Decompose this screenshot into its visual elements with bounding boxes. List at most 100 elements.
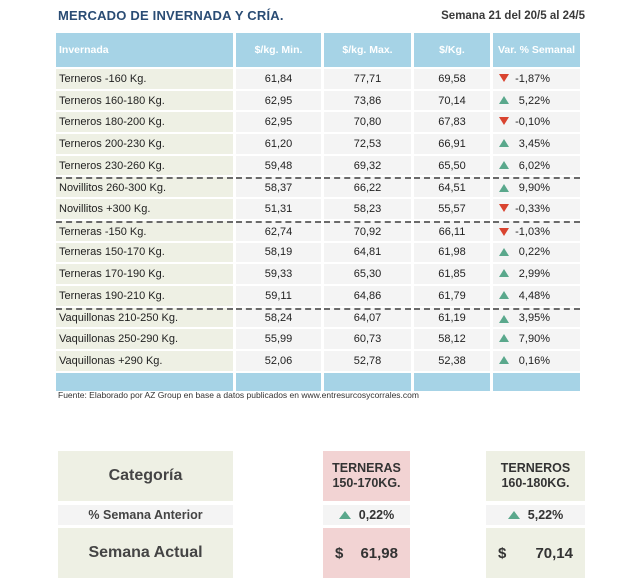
col-header-avg: $/Kg. bbox=[414, 33, 490, 67]
min-cell: 61,84 bbox=[236, 69, 321, 89]
var-cell: 5,22% bbox=[493, 90, 580, 111]
col-header-var: Var. % Semanal bbox=[493, 33, 580, 67]
max-cell: 65,30 bbox=[324, 264, 411, 284]
var-cell: 7,90% bbox=[493, 329, 580, 349]
terneras-header: TERNERAS 150-170KG. bbox=[323, 451, 410, 501]
var-cell: 9,90% bbox=[493, 177, 580, 198]
min-cell: 58,19 bbox=[236, 242, 321, 263]
col-header-category: Invernada bbox=[56, 33, 233, 67]
var-cell: -0,10% bbox=[493, 112, 580, 133]
terneras-actual: $ 61,98 bbox=[323, 528, 410, 578]
report-title: MERCADO DE INVERNADA Y CRÍA. bbox=[58, 8, 284, 23]
avg-cell: 55,57 bbox=[414, 199, 490, 219]
category-cell: Terneros -160 Kg. bbox=[56, 69, 233, 89]
category-cell: Vaquillonas 250-290 Kg. bbox=[56, 329, 233, 349]
min-cell: 62,95 bbox=[236, 90, 321, 111]
table-row: Vaquillonas 250-290 Kg. 55,99 60,73 58,12 7,… bbox=[56, 329, 580, 349]
avg-cell: 58,12 bbox=[414, 329, 490, 349]
var-value: -1,87% bbox=[515, 72, 550, 85]
footer-cell bbox=[236, 372, 321, 391]
up-triangle-icon bbox=[507, 511, 520, 519]
max-cell: 70,80 bbox=[324, 112, 411, 133]
avg-cell: 66,11 bbox=[414, 220, 490, 241]
max-cell: 64,81 bbox=[324, 242, 411, 263]
terneros-prev-value: 5,22% bbox=[527, 508, 564, 522]
down-triangle-icon bbox=[499, 227, 509, 236]
category-cell: Terneras -150 Kg. bbox=[56, 220, 233, 241]
up-triangle-icon bbox=[499, 95, 509, 104]
footer-cell bbox=[56, 372, 233, 391]
max-cell: 70,92 bbox=[324, 220, 411, 241]
var-value: 0,22% bbox=[518, 246, 550, 259]
max-cell: 72,53 bbox=[324, 134, 411, 154]
terneras-price: 61,98 bbox=[360, 544, 398, 562]
table-row: Vaquillonas +290 Kg. 52,06 52,78 52,38 0,16% bbox=[56, 350, 580, 371]
market-table: Invernada $/kg. Min. $/kg. Max. $/Kg. Va… bbox=[53, 31, 583, 393]
table-row: Terneros 180-200 Kg. 62,95 70,80 67,83 -0,10… bbox=[56, 112, 580, 133]
up-triangle-icon bbox=[338, 511, 351, 519]
terneros-header: TERNEROS 160-180KG. bbox=[486, 451, 585, 501]
max-cell: 77,71 bbox=[324, 69, 411, 89]
var-cell: 2,99% bbox=[493, 264, 580, 284]
terneras-prev: 0,22% bbox=[323, 505, 410, 525]
min-cell: 51,31 bbox=[236, 199, 321, 219]
category-cell: Novillitos +300 Kg. bbox=[56, 199, 233, 219]
category-cell: Novillitos 260-300 Kg. bbox=[56, 177, 233, 198]
min-cell: 59,48 bbox=[236, 155, 321, 176]
var-value: 6,02% bbox=[518, 159, 550, 172]
max-cell: 64,86 bbox=[324, 285, 411, 306]
table-row: Terneras 190-210 Kg. 59,11 64,86 61,79 4,48% bbox=[56, 285, 580, 306]
avg-cell: 67,83 bbox=[414, 112, 490, 133]
terneros-title-line1: TERNEROS bbox=[500, 461, 571, 475]
table-row: Terneros 200-230 Kg. 61,20 72,53 66,91 3,45% bbox=[56, 134, 580, 154]
avg-cell: 65,50 bbox=[414, 155, 490, 176]
table-row: Terneras 150-170 Kg. 58,19 64,81 61,98 0,22% bbox=[56, 242, 580, 263]
min-cell: 61,20 bbox=[236, 134, 321, 154]
var-cell: 6,02% bbox=[493, 155, 580, 176]
up-triangle-icon bbox=[499, 269, 509, 278]
min-cell: 58,37 bbox=[236, 177, 321, 198]
table-header-row: Invernada $/kg. Min. $/kg. Max. $/Kg. Va… bbox=[56, 33, 580, 67]
var-value: -0,33% bbox=[515, 202, 550, 215]
up-triangle-icon bbox=[499, 184, 509, 193]
down-triangle-icon bbox=[499, 204, 509, 213]
footer-cell bbox=[414, 372, 490, 391]
min-cell: 58,24 bbox=[236, 307, 321, 328]
avg-cell: 61,85 bbox=[414, 264, 490, 284]
down-triangle-icon bbox=[499, 74, 509, 82]
max-cell: 73,86 bbox=[324, 90, 411, 111]
avg-cell: 64,51 bbox=[414, 177, 490, 198]
max-cell: 52,78 bbox=[324, 350, 411, 371]
terneras-title-line2: 150-170KG. bbox=[332, 476, 401, 490]
var-cell: -1,03% bbox=[493, 220, 580, 241]
source-note: Fuente: Elaborado por AZ Group en base a… bbox=[58, 390, 419, 400]
category-cell: Terneros 200-230 Kg. bbox=[56, 134, 233, 154]
up-triangle-icon bbox=[499, 160, 509, 169]
footer-cell bbox=[324, 372, 411, 391]
avg-cell: 61,19 bbox=[414, 307, 490, 328]
var-value: 9,90% bbox=[518, 182, 550, 195]
var-cell: 4,48% bbox=[493, 285, 580, 306]
up-triangle-icon bbox=[499, 334, 509, 343]
var-cell: 3,45% bbox=[493, 134, 580, 154]
avg-cell: 52,38 bbox=[414, 350, 490, 371]
var-cell: 0,16% bbox=[493, 350, 580, 371]
avg-cell: 70,14 bbox=[414, 90, 490, 111]
var-cell: 3,95% bbox=[493, 307, 580, 328]
var-value: 2,99% bbox=[518, 268, 550, 281]
var-value: 7,90% bbox=[518, 333, 550, 346]
table-row: Terneras 170-190 Kg. 59,33 65,30 61,85 2,99% bbox=[56, 264, 580, 284]
var-value: -0,10% bbox=[515, 116, 550, 129]
category-cell: Vaquillonas +290 Kg. bbox=[56, 350, 233, 371]
terneras-title-line1: TERNERAS bbox=[332, 461, 401, 475]
col-header-max: $/kg. Max. bbox=[324, 33, 411, 67]
up-triangle-icon bbox=[499, 355, 509, 364]
category-cell: Terneros 180-200 Kg. bbox=[56, 112, 233, 133]
week-range: Semana 21 del 20/5 al 24/5 bbox=[441, 10, 585, 22]
terneros-prev: 5,22% bbox=[486, 505, 585, 525]
summary-actual-label: Semana Actual bbox=[58, 528, 233, 578]
min-cell: 52,06 bbox=[236, 350, 321, 371]
table-row: Vaquillonas 210-250 Kg. 58,24 64,07 61,19 3,… bbox=[56, 307, 580, 328]
avg-cell: 66,91 bbox=[414, 134, 490, 154]
category-cell: Terneras 190-210 Kg. bbox=[56, 285, 233, 306]
